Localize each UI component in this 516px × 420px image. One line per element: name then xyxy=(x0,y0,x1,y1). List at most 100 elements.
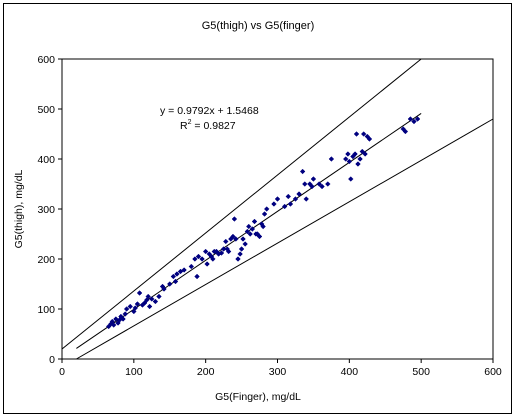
data-point xyxy=(319,183,325,190)
y-axis-label: G5(thigh), mg/dL xyxy=(13,169,25,248)
data-point xyxy=(188,263,195,270)
data-point xyxy=(223,238,229,245)
y-tick-label: 500 xyxy=(37,104,55,116)
data-point xyxy=(414,116,421,122)
data-point xyxy=(152,298,159,305)
data-point xyxy=(149,296,155,302)
data-point xyxy=(260,223,266,230)
data-point xyxy=(192,256,198,262)
data-point xyxy=(231,216,238,222)
y-tick-label: 300 xyxy=(37,204,55,216)
data-point xyxy=(132,305,139,311)
data-point xyxy=(303,196,309,202)
data-point xyxy=(292,196,299,202)
data-point xyxy=(174,271,180,277)
data-point xyxy=(170,273,177,280)
data-point xyxy=(285,193,292,200)
data-point xyxy=(220,246,227,252)
data-point xyxy=(110,322,117,328)
data-points xyxy=(105,116,421,330)
data-point xyxy=(274,196,281,202)
y-axis: 0 100 200 300 400 500 600 xyxy=(37,54,62,366)
data-point xyxy=(345,151,351,157)
scatter-chart: G5(thigh) vs G5(finger) 0 100 200 300 400 500… xyxy=(13,20,502,403)
data-point xyxy=(199,256,205,262)
data-point xyxy=(218,250,225,256)
data-point xyxy=(316,181,322,187)
data-point xyxy=(144,297,150,303)
data-point xyxy=(246,223,252,230)
data-point xyxy=(342,156,349,162)
data-point xyxy=(353,131,360,137)
data-point xyxy=(348,176,354,182)
data-point xyxy=(123,306,130,312)
data-point xyxy=(237,251,243,257)
data-point xyxy=(230,233,236,240)
data-point xyxy=(287,201,294,207)
x-tick-label: 100 xyxy=(125,366,143,378)
x-tick-label: 200 xyxy=(197,366,215,378)
data-point xyxy=(202,248,209,255)
data-point xyxy=(122,311,128,317)
y-tick-label: 600 xyxy=(37,54,55,66)
data-point xyxy=(195,253,202,260)
data-point xyxy=(366,136,373,142)
data-point xyxy=(249,226,256,232)
x-axis-label: G5(Finger), mg/dL xyxy=(215,391,301,403)
data-point xyxy=(256,233,263,240)
data-point xyxy=(271,201,277,207)
x-tick-label: 0 xyxy=(59,366,65,378)
data-point xyxy=(346,158,353,165)
y-tick-label: 0 xyxy=(49,354,55,366)
data-point xyxy=(296,191,302,197)
x-tick-label: 400 xyxy=(341,366,359,378)
data-point xyxy=(362,151,368,157)
chart-frame: G5(thigh) vs G5(finger) 0 100 200 300 400 500… xyxy=(3,3,512,414)
data-point xyxy=(251,218,258,225)
data-point xyxy=(238,246,245,252)
data-point xyxy=(411,118,417,125)
data-point xyxy=(166,281,173,287)
data-point xyxy=(299,168,306,175)
data-point xyxy=(181,267,187,273)
data-point xyxy=(136,290,143,296)
data-point xyxy=(172,278,179,285)
upper-line xyxy=(61,58,422,350)
y-tick-label: 200 xyxy=(37,254,55,266)
data-point xyxy=(244,228,251,235)
data-point xyxy=(225,248,232,255)
data-point xyxy=(247,231,253,237)
data-point xyxy=(325,181,331,187)
data-point xyxy=(145,293,151,300)
data-point xyxy=(310,176,317,182)
data-point xyxy=(328,156,335,162)
data-point xyxy=(352,151,358,157)
data-point xyxy=(146,303,153,310)
data-point xyxy=(359,148,366,155)
data-point xyxy=(360,131,367,137)
data-point xyxy=(131,308,137,315)
data-point xyxy=(357,156,363,162)
data-point xyxy=(309,183,315,190)
data-point xyxy=(156,293,162,300)
data-point xyxy=(113,316,119,322)
data-point xyxy=(127,303,133,310)
data-point xyxy=(161,286,167,292)
data-point xyxy=(194,273,200,280)
data-point xyxy=(210,256,216,262)
data-point xyxy=(240,236,246,242)
data-point xyxy=(141,300,148,306)
data-point xyxy=(302,181,308,187)
data-point xyxy=(407,116,414,122)
data-point xyxy=(402,128,409,135)
data-point xyxy=(263,206,270,212)
data-point xyxy=(120,316,126,322)
data-point xyxy=(233,236,239,242)
data-point xyxy=(242,241,248,247)
equation-label: y = 0.9792x + 1.5468 xyxy=(160,105,259,117)
y-tick-label: 100 xyxy=(37,304,55,316)
data-point xyxy=(281,203,288,210)
x-tick-label: 300 xyxy=(269,366,287,378)
r-squared-label: R2 = 0.9827 xyxy=(180,119,236,132)
data-point xyxy=(355,161,361,167)
